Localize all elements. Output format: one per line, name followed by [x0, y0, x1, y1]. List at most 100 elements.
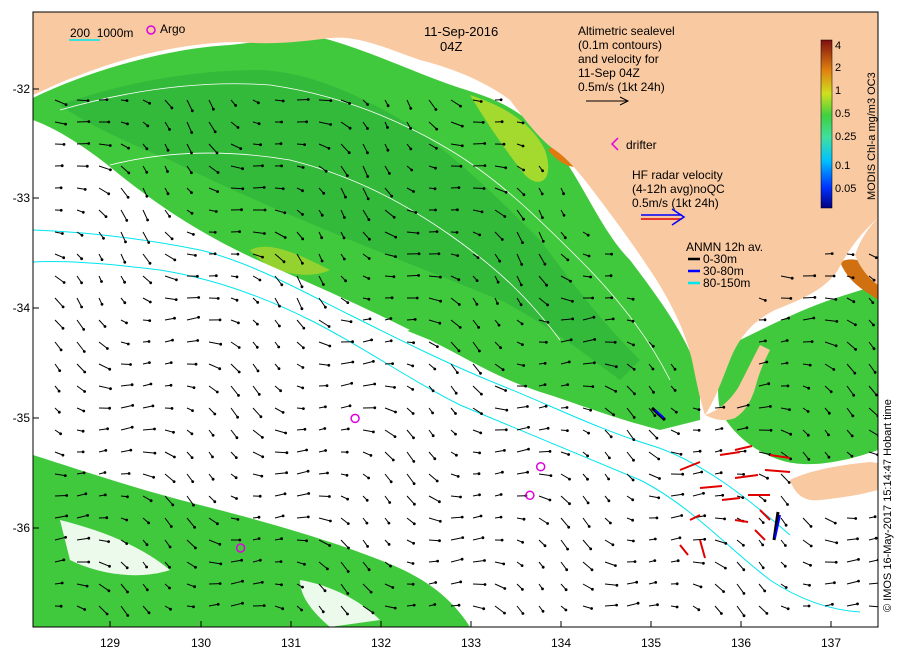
velocity-vector — [648, 473, 660, 479]
velocity-vector-head — [769, 405, 772, 408]
velocity-vector-head — [567, 453, 570, 456]
velocity-vector — [428, 495, 440, 503]
x-tick-6: 135 — [640, 636, 662, 650]
velocity-vector-head — [607, 477, 610, 481]
velocity-vector — [846, 407, 854, 417]
velocity-vector-head — [480, 412, 483, 415]
velocity-vector — [296, 99, 309, 101]
velocity-vector-head — [65, 494, 69, 497]
velocity-vector-head — [279, 389, 282, 393]
velocity-vector — [384, 253, 396, 258]
velocity-vector-head — [236, 518, 240, 521]
velocity-vector — [296, 493, 309, 497]
velocity-vector — [494, 363, 504, 371]
velocity-vector-head — [305, 120, 308, 124]
velocity-vector-head — [343, 216, 346, 219]
velocity-vector-head — [61, 326, 65, 330]
x-tick-3: 132 — [370, 636, 392, 650]
velocity-vector-head — [301, 166, 305, 169]
velocity-vector-head — [346, 612, 349, 616]
velocity-vector-head — [148, 361, 151, 364]
velocity-vector-head — [480, 392, 483, 396]
velocity-vector-head — [346, 497, 349, 501]
velocity-vector-head — [483, 559, 486, 562]
velocity-vector-head — [342, 257, 346, 261]
velocity-vector-head — [260, 580, 264, 584]
velocity-vector-head — [256, 322, 259, 326]
velocity-vector — [98, 165, 111, 171]
velocity-vector-head — [103, 493, 107, 497]
velocity-vector-head — [218, 367, 222, 371]
velocity-vector — [868, 429, 878, 436]
velocity-vector-head — [260, 474, 264, 478]
velocity-vector-head — [459, 104, 462, 108]
velocity-vector-head — [807, 457, 811, 461]
velocity-vector-head — [806, 410, 810, 413]
velocity-vector-head — [434, 208, 437, 212]
velocity-vector-head — [61, 232, 64, 235]
velocity-vector-head — [631, 319, 635, 323]
velocity-vector-head — [436, 559, 439, 563]
velocity-vector-head — [241, 167, 245, 171]
velocity-vector — [472, 583, 486, 585]
velocity-vector — [604, 385, 616, 392]
velocity-vector — [164, 473, 175, 482]
velocity-vector — [802, 517, 812, 527]
chlorophyll-yellow-patch — [470, 95, 549, 182]
velocity-vector — [340, 121, 351, 129]
velocity-vector-head — [125, 321, 128, 325]
velocity-vector-head — [433, 457, 437, 461]
velocity-vector-head — [175, 278, 178, 282]
velocity-vector — [318, 472, 328, 475]
velocity-vector-head — [503, 611, 506, 615]
velocity-vector-head — [281, 99, 285, 103]
velocity-vector-head — [171, 338, 174, 342]
velocity-vector-head — [145, 147, 149, 151]
argo-float-icon — [525, 490, 535, 501]
velocity-vector-head — [631, 297, 635, 301]
velocity-vector — [824, 385, 832, 393]
velocity-vector-head — [851, 253, 855, 256]
velocity-vector-head — [784, 544, 787, 547]
velocity-vector-head — [830, 252, 834, 256]
velocity-vector-head — [543, 262, 547, 266]
velocity-vector-head — [541, 216, 544, 220]
velocity-vector — [252, 231, 265, 234]
velocity-vector-head — [216, 522, 219, 526]
velocity-vector-head — [236, 415, 240, 419]
velocity-vector — [186, 495, 194, 506]
velocity-vector-head — [873, 371, 877, 374]
velocity-vector-head — [499, 346, 502, 350]
velocity-vector-head — [169, 361, 173, 364]
velocity-vector — [604, 363, 617, 368]
velocity-vector-head — [720, 612, 723, 615]
velocity-vector — [362, 339, 372, 343]
velocity-vector — [648, 429, 658, 439]
velocity-vector-head — [833, 581, 836, 585]
velocity-vector — [208, 143, 218, 154]
velocity-vector — [340, 583, 349, 594]
velocity-vector-head — [611, 543, 615, 547]
velocity-vector — [208, 165, 219, 173]
velocity-vector-head — [170, 407, 174, 410]
isobath-200m — [33, 229, 791, 536]
velocity-vector-head — [219, 342, 223, 346]
velocity-vector-head — [166, 192, 170, 196]
velocity-vector — [406, 231, 419, 234]
velocity-vector — [318, 99, 331, 102]
velocity-vector-head — [411, 562, 415, 565]
velocity-vector — [516, 406, 528, 409]
colorbar-tick-3: 0.5 — [835, 108, 851, 120]
velocity-vector — [780, 429, 791, 435]
velocity-vector-head — [655, 436, 659, 440]
velocity-vector-head — [499, 515, 503, 519]
velocity-vector — [406, 517, 415, 525]
velocity-vector-head — [524, 384, 527, 388]
velocity-vector-head — [412, 436, 415, 440]
velocity-vector-head — [636, 601, 640, 605]
velocity-vector-head — [280, 583, 283, 587]
velocity-vector-head — [172, 430, 175, 434]
argo-float-icon — [235, 543, 246, 553]
velocity-vector-head — [543, 544, 547, 548]
velocity-vector — [670, 515, 682, 519]
